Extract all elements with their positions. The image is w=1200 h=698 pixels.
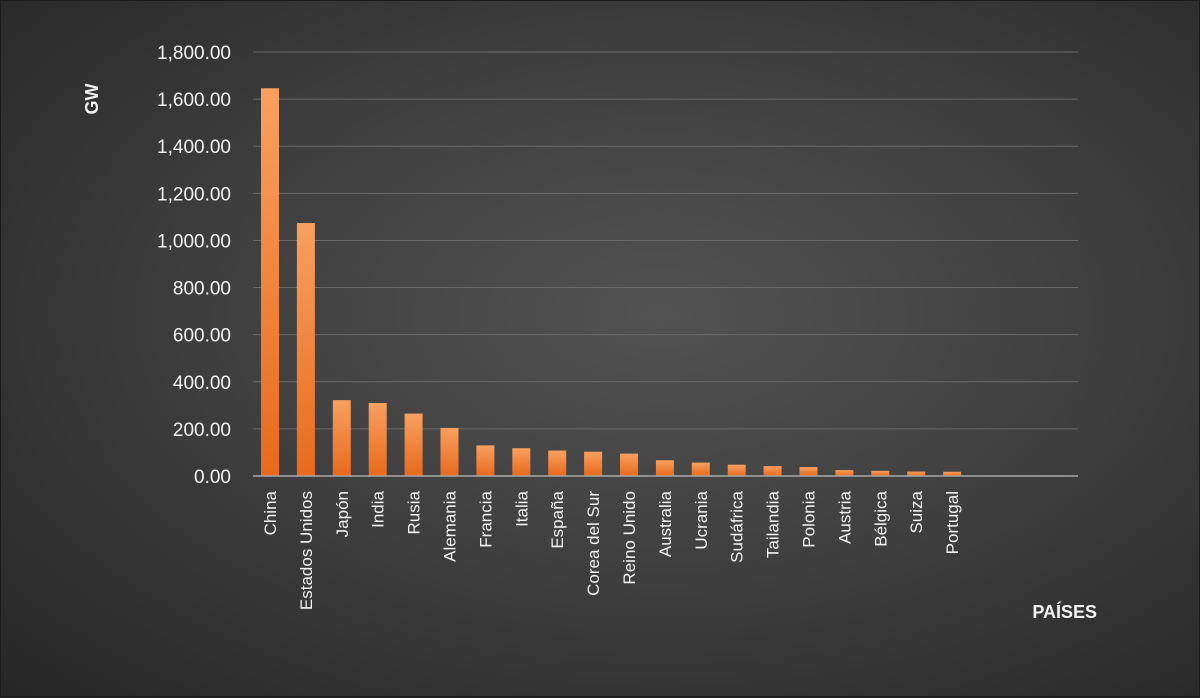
x-axis-category-labels: China Estados Unidos Japón India Rusia Aleman… [261,490,962,610]
y-tick-label: 1,200.00 [157,184,231,205]
bar-sudáfrica [727,464,746,476]
bar-portugal [943,471,962,476]
bar-italia [512,448,531,476]
x-category-label: Austria [835,490,854,543]
y-tick-label: 1,400.00 [157,137,231,158]
bar-australia [655,460,674,476]
x-axis-title: PAÍSES [1032,601,1097,622]
x-category-label: Corea del Sur [584,491,603,596]
y-tick-label: 1,000.00 [157,231,231,252]
bar-suiza [907,471,926,476]
x-category-label: Rusia [405,490,424,534]
x-category-label: Japón [333,491,352,537]
x-category-label: Ucrania [692,490,711,549]
bar-bélgica [871,470,890,476]
y-tick-label: 1,600.00 [157,90,231,111]
y-tick-label: 400.00 [173,373,231,394]
bar-rusia [404,413,423,476]
bar-estados-unidos [296,223,315,476]
bar-francia [476,445,495,476]
y-tick-label: 600.00 [173,326,231,347]
bar-alemania [440,427,459,476]
x-category-label: Suiza [907,490,926,533]
bar-tailandia [763,466,782,476]
x-category-label: Bélgica [871,490,890,546]
x-category-label: Sudáfrica [728,490,747,562]
y-tick-label: 800.00 [173,279,231,300]
y-axis-title: GW [82,83,102,114]
y-tick-label: 200.00 [173,420,231,441]
x-category-label: India [369,490,388,527]
bar-reino-unido [620,453,638,476]
bar-ucrania [691,462,710,476]
bar-india [368,402,387,476]
bar-china [261,88,279,476]
x-category-label: España [548,490,567,548]
x-category-label: Australia [656,490,675,557]
y-tick-label: 0.00 [194,467,231,488]
y-axis-tick-labels: 0.00 200.00 400.00 600.00 800.00 1,000.00 1,20… [157,43,231,488]
bar-corea-del-sur [584,451,603,476]
bar-austria [835,470,854,476]
x-category-label: Italia [512,490,531,526]
x-category-label: Tailandia [764,490,783,558]
x-category-label: Francia [476,490,495,547]
x-category-label: Alemania [441,490,460,561]
x-category-label: Polonia [800,490,819,547]
gridlines [253,51,1078,430]
bar-japón [332,400,351,476]
x-category-label: Reino Unido [620,491,639,585]
bar-polonia [799,467,818,476]
x-category-label: China [261,490,280,535]
bars [261,88,962,476]
x-category-label: Portugal [943,491,962,554]
x-category-label: Estados Unidos [297,491,316,610]
y-tick-label: 1,800.00 [157,43,231,64]
bar-españa [548,450,567,476]
